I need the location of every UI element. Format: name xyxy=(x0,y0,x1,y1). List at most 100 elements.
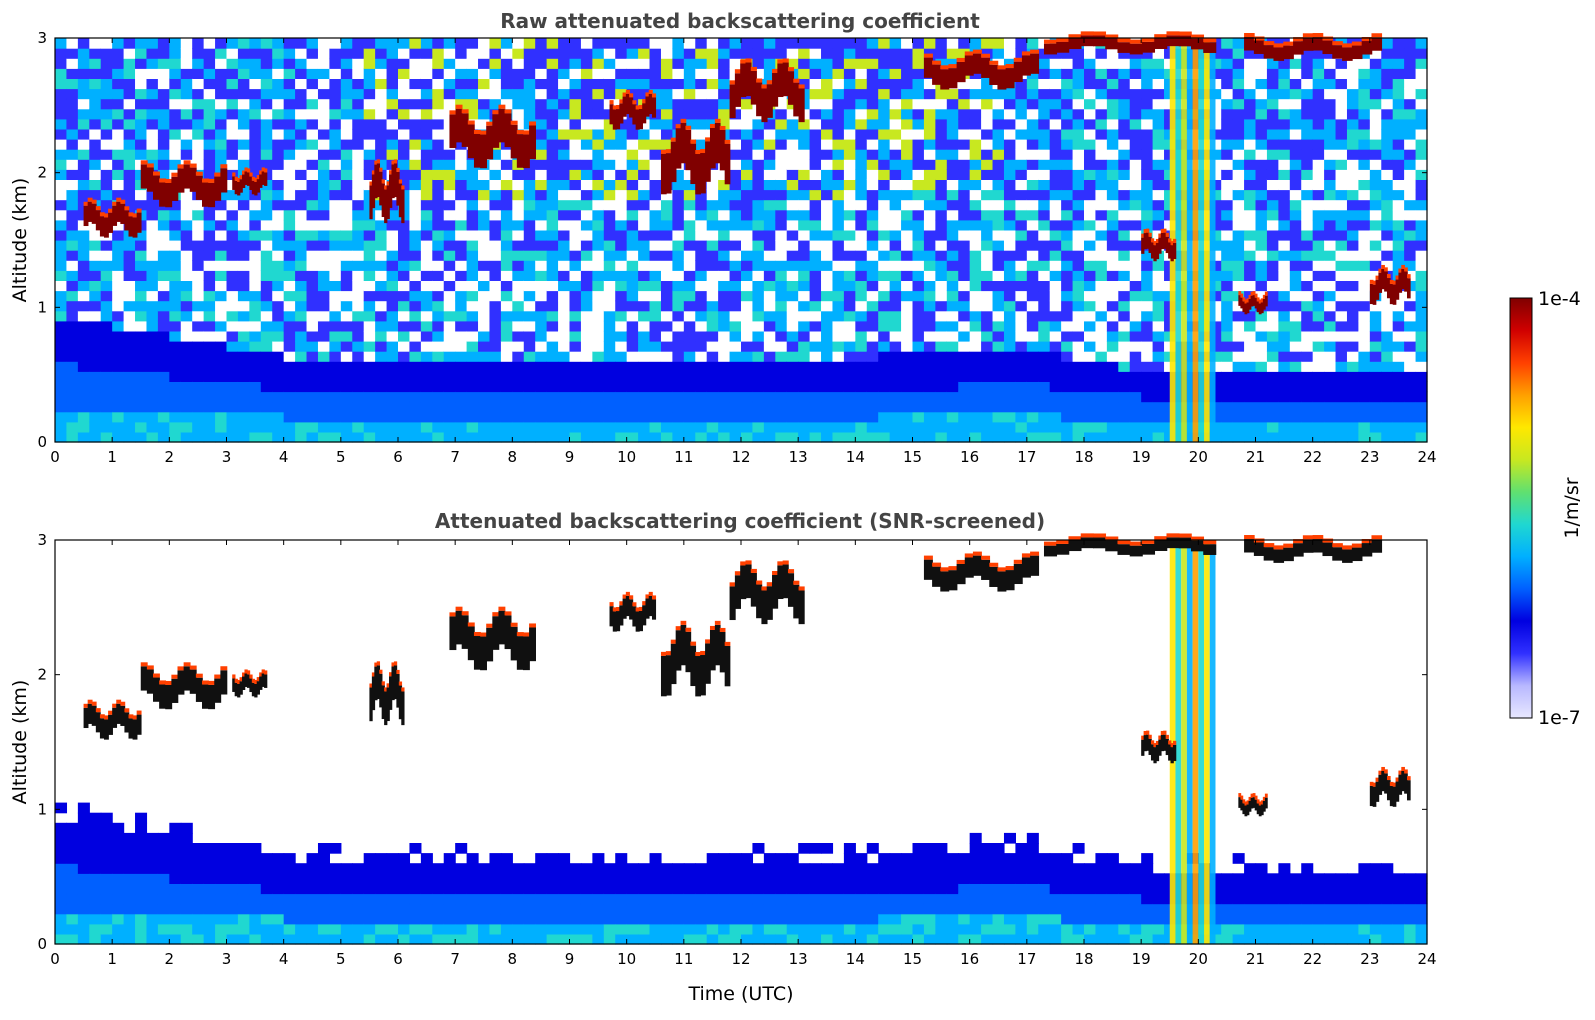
heat-cell xyxy=(1266,300,1279,312)
heat-cell xyxy=(466,371,479,382)
heat-cell xyxy=(123,48,136,59)
cloud-edge xyxy=(379,167,383,172)
heat-cell xyxy=(855,341,868,352)
heat-cell xyxy=(432,250,445,261)
heat-cell xyxy=(626,280,639,292)
heat-cell xyxy=(478,401,491,413)
heat-cell xyxy=(638,431,651,443)
heat-cell xyxy=(809,270,822,281)
heat-cell xyxy=(912,260,925,271)
heat-cell xyxy=(169,260,182,271)
heat-cell xyxy=(1346,290,1359,302)
heat-cell xyxy=(958,78,971,90)
heat-cell xyxy=(157,361,170,372)
heat-cell xyxy=(1346,421,1359,433)
heat-cell xyxy=(192,351,205,362)
heat-cell xyxy=(672,38,685,49)
heat-cell xyxy=(157,209,170,221)
heat-cell xyxy=(1141,320,1154,332)
cloud-cell xyxy=(629,97,634,118)
heat-cell xyxy=(626,320,639,332)
heat-cell xyxy=(112,341,125,352)
heat-cell xyxy=(718,330,731,342)
heat-cell xyxy=(638,320,651,332)
heat-cell xyxy=(1415,48,1428,59)
heat-cell xyxy=(946,118,959,130)
cloud-edge xyxy=(622,92,627,97)
heat-cell xyxy=(912,139,925,150)
heat-cell xyxy=(569,300,582,312)
heat-cell xyxy=(146,290,159,302)
heat-cell xyxy=(798,240,811,251)
heat-cell xyxy=(386,411,399,423)
heat-cell xyxy=(237,159,250,170)
heat-cell xyxy=(832,320,845,332)
heat-cell xyxy=(512,320,525,332)
heat-cell xyxy=(523,300,536,312)
heat-cell xyxy=(546,341,559,352)
heat-cell xyxy=(1129,371,1142,382)
heat-cell xyxy=(798,401,811,413)
heat-cell xyxy=(535,240,548,251)
heat-cell xyxy=(1038,431,1051,443)
heat-cell xyxy=(1072,401,1085,413)
heat-cell xyxy=(500,149,513,160)
heat-cell xyxy=(523,421,536,433)
heat-cell xyxy=(1038,411,1051,423)
heat-cell xyxy=(1312,48,1325,59)
heat-cell xyxy=(226,320,239,332)
cloud-edge xyxy=(492,110,500,115)
cloud-cell xyxy=(467,124,475,159)
heat-cell xyxy=(203,38,216,49)
heat-cell xyxy=(672,199,685,211)
heat-cell xyxy=(763,118,776,130)
heat-cell xyxy=(340,189,353,201)
heat-cell xyxy=(443,240,456,251)
heat-cell xyxy=(1324,260,1337,271)
heat-cell xyxy=(923,391,936,403)
heat-cell xyxy=(89,169,102,180)
heat-cell xyxy=(375,280,388,292)
heat-cell xyxy=(1381,401,1394,413)
heat-cell xyxy=(1003,139,1016,150)
heat-cell xyxy=(249,229,262,241)
heat-cell xyxy=(1289,240,1302,251)
heat-cell xyxy=(855,139,868,150)
heat-cell xyxy=(638,78,651,90)
heat-cell xyxy=(638,159,651,170)
heat-cell xyxy=(409,58,422,69)
heat-cell xyxy=(1369,149,1382,160)
heat-cell xyxy=(1072,139,1085,150)
heat-cell xyxy=(443,260,456,271)
heat-cell xyxy=(626,341,639,352)
heat-cell xyxy=(878,38,891,49)
heat-cell xyxy=(535,199,548,211)
heat-cell xyxy=(729,300,742,312)
heat-cell xyxy=(1289,341,1302,352)
heat-cell xyxy=(260,159,273,170)
heat-cell xyxy=(66,58,79,69)
heat-cell xyxy=(409,310,422,322)
heat-cell xyxy=(466,209,479,221)
heat-cell xyxy=(443,341,456,352)
heat-cell xyxy=(226,381,239,393)
heat-cell xyxy=(786,199,799,211)
heat-cell xyxy=(420,431,433,443)
heat-cell xyxy=(821,88,834,100)
heat-cell xyxy=(203,310,216,322)
heat-cell xyxy=(1266,149,1279,160)
heat-cell xyxy=(1415,371,1428,382)
cloud-edge xyxy=(529,121,536,126)
heat-cell xyxy=(821,159,834,170)
heat-cell xyxy=(500,330,513,342)
heat-cell xyxy=(237,421,250,433)
heat-cell xyxy=(226,68,239,79)
heat-cell xyxy=(237,189,250,201)
cloud-edge xyxy=(455,104,463,109)
heat-cell xyxy=(1392,310,1405,322)
heat-cell xyxy=(1003,320,1016,332)
heat-cell xyxy=(466,310,479,322)
heat-cell xyxy=(386,341,399,352)
heat-cell xyxy=(1312,179,1325,191)
cloud-cell xyxy=(91,203,97,224)
